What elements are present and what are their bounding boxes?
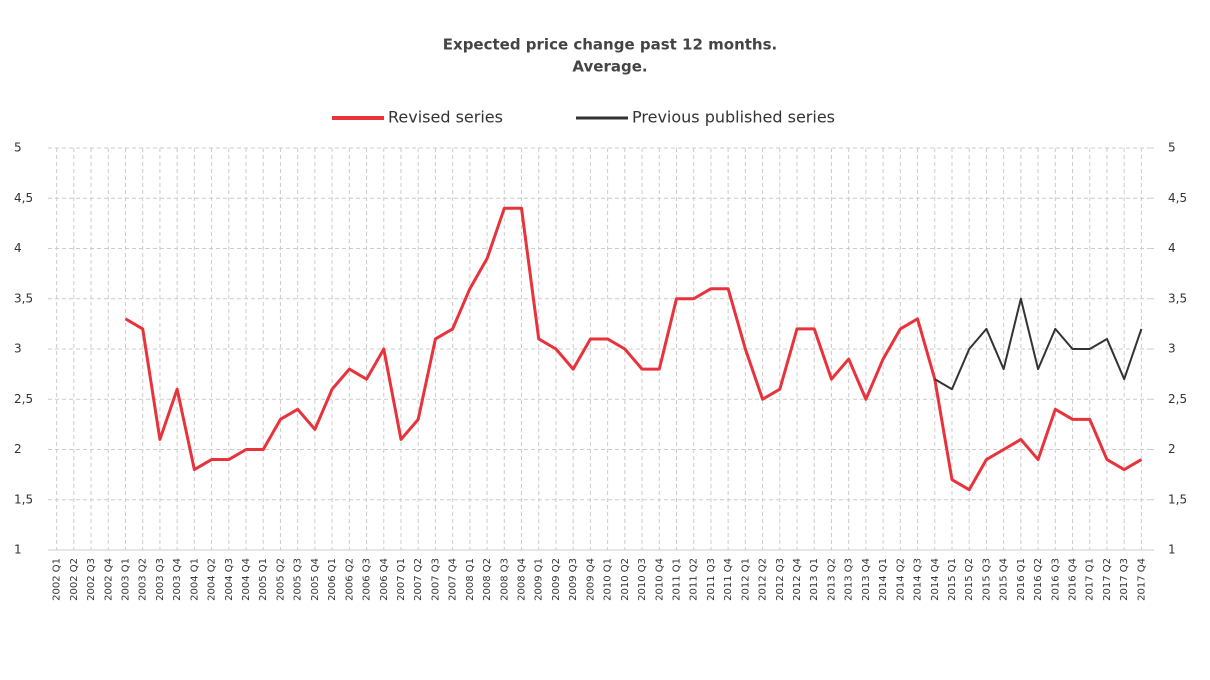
x-tick-label: 2017 Q1 xyxy=(1085,558,1096,601)
x-tick-label: 2010 Q2 xyxy=(620,558,631,601)
x-tick-label: 2003 Q1 xyxy=(120,558,131,601)
x-tick-label: 2011 Q3 xyxy=(706,558,717,601)
x-tick-label: 2009 Q2 xyxy=(551,558,562,601)
x-tick-label: 2013 Q3 xyxy=(844,558,855,601)
x-tick-label: 2014 Q3 xyxy=(913,558,924,601)
x-tick-label: 2002 Q4 xyxy=(103,558,114,601)
x-tick-label: 2004 Q3 xyxy=(224,558,235,601)
chart-title: Average. xyxy=(572,58,647,76)
x-tick-label: 2008 Q2 xyxy=(482,558,493,601)
x-tick-label: 2014 Q2 xyxy=(895,558,906,601)
legend-label: Previous published series xyxy=(632,108,835,127)
x-tick-label: 2015 Q4 xyxy=(999,558,1010,601)
x-tick-label: 2004 Q4 xyxy=(241,558,252,601)
x-tick-label: 2013 Q1 xyxy=(809,558,820,601)
y2-tick-label: 4 xyxy=(1168,241,1176,255)
y2-tick-label: 1,5 xyxy=(1168,492,1187,506)
x-tick-label: 2004 Q1 xyxy=(189,558,200,601)
x-tick-label: 2012 Q2 xyxy=(758,558,769,601)
x-tick-label: 2004 Q2 xyxy=(207,558,218,601)
x-tick-label: 2013 Q4 xyxy=(861,558,872,601)
x-tick-label: 2002 Q3 xyxy=(86,558,97,601)
x-tick-label: 2016 Q1 xyxy=(1016,558,1027,601)
x-tick-label: 2002 Q1 xyxy=(52,558,63,601)
chart-title: Expected price change past 12 months. xyxy=(443,36,777,54)
y2-tick-label: 5 xyxy=(1168,141,1176,155)
x-tick-label: 2005 Q3 xyxy=(293,558,304,601)
x-tick-label: 2011 Q4 xyxy=(723,558,734,601)
y-tick-label: 4,5 xyxy=(14,191,33,205)
x-tick-label: 2008 Q4 xyxy=(517,558,528,601)
x-tick-label: 2010 Q3 xyxy=(637,558,648,601)
x-tick-label: 2013 Q2 xyxy=(826,558,837,601)
y2-tick-label: 2,5 xyxy=(1168,392,1187,406)
x-tick-label: 2007 Q1 xyxy=(396,558,407,601)
x-tick-label: 2008 Q3 xyxy=(499,558,510,601)
x-tick-label: 2016 Q4 xyxy=(1068,558,1079,601)
x-tick-label: 2015 Q3 xyxy=(981,558,992,601)
x-tick-label: 2016 Q3 xyxy=(1050,558,1061,601)
x-tick-label: 2003 Q4 xyxy=(172,558,183,601)
x-tick-label: 2015 Q1 xyxy=(947,558,958,601)
y-tick-label: 2 xyxy=(14,442,22,456)
x-tick-label: 2016 Q2 xyxy=(1033,558,1044,601)
x-tick-label: 2011 Q1 xyxy=(671,558,682,601)
x-tick-label: 2006 Q3 xyxy=(362,558,373,601)
y-tick-label: 3 xyxy=(14,342,22,356)
x-tick-label: 2009 Q4 xyxy=(585,558,596,601)
y2-tick-label: 4,5 xyxy=(1168,191,1187,205)
y2-tick-label: 3 xyxy=(1168,342,1176,356)
x-tick-label: 2006 Q1 xyxy=(327,558,338,601)
x-tick-label: 2003 Q3 xyxy=(155,558,166,601)
x-tick-label: 2005 Q2 xyxy=(275,558,286,601)
y2-tick-label: 3,5 xyxy=(1168,291,1187,305)
y-tick-label: 3,5 xyxy=(14,291,33,305)
x-tick-label: 2010 Q4 xyxy=(654,558,665,601)
x-tick-label: 2007 Q3 xyxy=(430,558,441,601)
y-tick-label: 1,5 xyxy=(14,492,33,506)
y-tick-label: 5 xyxy=(14,141,22,155)
series-line xyxy=(124,206,1143,492)
x-tick-label: 2015 Q2 xyxy=(964,558,975,601)
x-tick-label: 2007 Q2 xyxy=(413,558,424,601)
x-tick-label: 2017 Q4 xyxy=(1136,558,1147,601)
x-tick-label: 2007 Q4 xyxy=(448,558,459,601)
x-tick-label: 2005 Q4 xyxy=(310,558,321,601)
y2-tick-label: 1 xyxy=(1168,543,1176,557)
x-tick-label: 2012 Q4 xyxy=(792,558,803,601)
x-tick-label: 2003 Q2 xyxy=(138,558,149,601)
x-tick-label: 2009 Q1 xyxy=(534,558,545,601)
x-tick-label: 2010 Q1 xyxy=(603,558,614,601)
legend-label: Revised series xyxy=(388,108,503,127)
x-tick-label: 2006 Q2 xyxy=(344,558,355,601)
y-tick-label: 4 xyxy=(14,241,22,255)
y2-tick-label: 2 xyxy=(1168,442,1176,456)
x-tick-label: 2009 Q3 xyxy=(568,558,579,601)
x-tick-label: 2014 Q1 xyxy=(878,558,889,601)
x-tick-label: 2014 Q4 xyxy=(930,558,941,601)
y-tick-label: 1 xyxy=(14,543,22,557)
x-tick-label: 2011 Q2 xyxy=(689,558,700,601)
x-tick-label: 2012 Q3 xyxy=(775,558,786,601)
y-tick-label: 2,5 xyxy=(14,392,33,406)
x-tick-label: 2012 Q1 xyxy=(740,558,751,601)
x-tick-label: 2008 Q1 xyxy=(465,558,476,601)
x-tick-label: 2005 Q1 xyxy=(258,558,269,601)
x-tick-label: 2002 Q2 xyxy=(69,558,80,601)
x-tick-label: 2017 Q2 xyxy=(1102,558,1113,601)
series-line xyxy=(934,297,1143,391)
x-tick-label: 2017 Q3 xyxy=(1119,558,1130,601)
x-tick-label: 2006 Q4 xyxy=(379,558,390,601)
